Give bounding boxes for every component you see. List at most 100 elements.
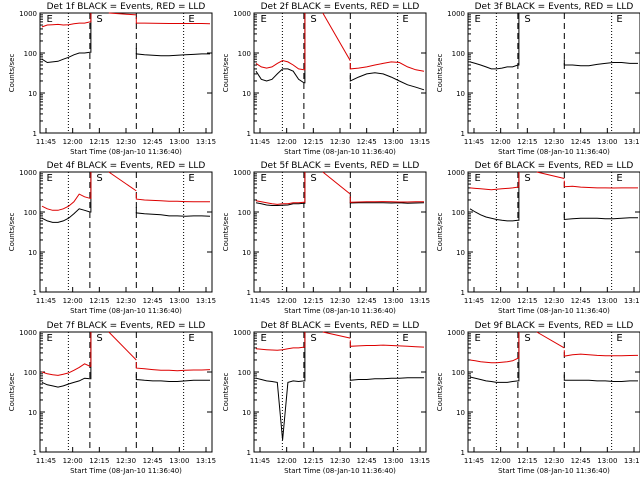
series-red-line (41, 332, 92, 376)
y-tick-label: 100 (238, 50, 251, 58)
x-axis-label: Start Time (08-Jan-10 11:36:40) (70, 307, 182, 315)
y-tick-label: 100 (24, 50, 37, 58)
y-tick-label: 1 (247, 289, 251, 297)
x-axis-label: Start Time (08-Jan-10 11:36:40) (498, 148, 610, 156)
x-tick-label: 12:45 (571, 457, 591, 465)
x-tick-label: 12:00 (277, 297, 297, 305)
event-marker-label: E (402, 333, 408, 344)
series-black-line (41, 332, 92, 388)
x-tick-label: 13:00 (597, 297, 617, 305)
series-red-line (563, 180, 638, 189)
chart-panel-8: Det 8f BLACK = Events, RED = LLD 1 10 100 10… (222, 321, 430, 475)
chart-title: Det 4f BLACK = Events, RED = LLD (47, 161, 206, 171)
x-tick-label: 13:00 (597, 457, 617, 465)
series-red-line (135, 362, 211, 372)
series-red-line (349, 61, 425, 72)
event-marker-label: S (96, 173, 102, 184)
event-marker-label: S (524, 14, 530, 25)
x-tick-label: 12:00 (63, 457, 83, 465)
y-tick-label: 100 (24, 369, 37, 377)
y-tick-label: 1000 (447, 329, 465, 337)
series-red-decay-line (322, 331, 351, 339)
x-tick-label: 11:45 (464, 457, 484, 465)
x-tick-label: 13:15 (196, 297, 216, 305)
series-red-line (349, 340, 425, 348)
event-marker-label: E (260, 333, 266, 344)
series-black-line (255, 13, 306, 84)
series-red-line (349, 196, 424, 203)
event-marker-label: E (260, 14, 266, 25)
y-axis-label: Counts/sec (8, 213, 16, 252)
y-tick-label: 10 (242, 90, 251, 98)
series-red-line (255, 332, 306, 351)
series-red-line (469, 172, 520, 191)
series-red-line (135, 193, 210, 203)
series-black-line (135, 48, 210, 57)
series-red-line (41, 13, 92, 28)
y-axis-label: Counts/sec (436, 213, 444, 252)
event-marker-label: S (524, 173, 530, 184)
series-black-line (563, 213, 638, 221)
x-tick-label: 12:15 (89, 138, 109, 146)
series-black-line (255, 332, 306, 441)
y-axis-label: Counts/sec (436, 373, 444, 412)
event-marker-label: E (616, 173, 622, 184)
x-tick-label: 11:45 (464, 138, 484, 146)
x-axis-label: Start Time (08-Jan-10 11:36:40) (284, 148, 396, 156)
chart-panel-1: Det 1f BLACK = Events, RED = LLD 1 10 100 10… (8, 2, 216, 156)
x-tick-label: 12:00 (491, 297, 511, 305)
plot-frame (467, 331, 640, 453)
x-tick-label: 12:45 (143, 138, 163, 146)
series-black-line (135, 373, 210, 382)
series-red-decay-line (108, 331, 137, 361)
x-tick-label: 12:30 (116, 297, 136, 305)
y-tick-label: 100 (238, 369, 251, 377)
x-tick-label: 13:00 (169, 457, 189, 465)
x-tick-label: 13:15 (196, 138, 216, 146)
y-tick-label: 1000 (19, 10, 37, 18)
x-tick-label: 12:30 (544, 138, 564, 146)
event-marker-label: E (46, 333, 52, 344)
x-tick-label: 12:15 (303, 457, 323, 465)
event-marker-label: E (616, 14, 622, 25)
series-red-decay-line (108, 171, 137, 192)
x-tick-label: 11:45 (36, 457, 56, 465)
x-axis-label: Start Time (08-Jan-10 11:36:40) (498, 467, 610, 475)
series-red-decay-line (322, 171, 351, 195)
chart-panel-7: Det 7f BLACK = Events, RED = LLD 1 10 100 10… (8, 321, 216, 475)
x-tick-label: 13:00 (383, 297, 403, 305)
event-marker-label: S (96, 14, 102, 25)
event-marker-label: E (46, 173, 52, 184)
y-tick-label: 1 (461, 449, 465, 457)
y-tick-label: 10 (456, 409, 465, 417)
x-tick-label: 13:15 (410, 457, 430, 465)
y-tick-label: 1 (461, 289, 465, 297)
series-black-line (255, 172, 306, 206)
y-axis-label: Counts/sec (436, 54, 444, 93)
plot-frame (39, 12, 213, 134)
x-tick-label: 12:00 (491, 457, 511, 465)
event-marker-label: S (524, 333, 530, 344)
x-tick-label: 13:00 (597, 138, 617, 146)
y-tick-label: 1000 (233, 329, 251, 337)
chart-panel-3: Det 3f BLACK = Events, RED = LLD 1 10 100 10… (436, 2, 640, 156)
event-marker-label: E (402, 173, 408, 184)
chart-title: Det 8f BLACK = Events, RED = LLD (261, 321, 420, 331)
event-marker-label: S (310, 333, 316, 344)
x-tick-label: 12:45 (571, 138, 591, 146)
x-tick-label: 12:15 (303, 297, 323, 305)
series-black-line (349, 197, 425, 204)
x-tick-label: 13:15 (624, 138, 640, 146)
x-tick-label: 11:45 (250, 297, 270, 305)
x-tick-label: 11:45 (36, 138, 56, 146)
x-tick-label: 13:00 (383, 457, 403, 465)
series-black-line (349, 374, 424, 381)
chart-panel-2: Det 2f BLACK = Events, RED = LLD 1 10 100 10… (222, 2, 430, 156)
event-marker-label: E (474, 173, 480, 184)
x-tick-label: 12:15 (517, 457, 537, 465)
event-marker-label: E (188, 173, 194, 184)
x-tick-label: 12:00 (277, 138, 297, 146)
x-tick-label: 12:45 (143, 457, 163, 465)
event-marker-label: E (260, 173, 266, 184)
